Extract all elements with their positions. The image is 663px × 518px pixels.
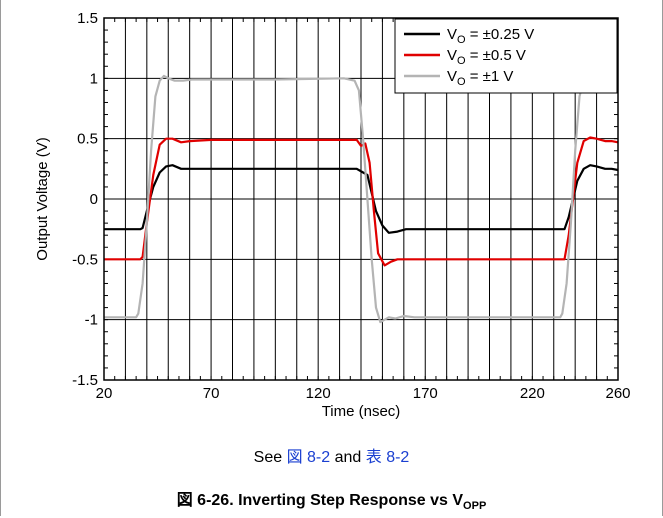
y-tick-label: 0.5 xyxy=(77,131,98,148)
legend-label-1: VO = ±0.25 V xyxy=(447,26,534,46)
y-tick-label: -0.5 xyxy=(72,251,98,268)
y-tick-label: 0 xyxy=(90,191,98,208)
legend-label-2: VO = ±0.5 V xyxy=(447,47,526,67)
y-axis-label: Output Voltage (V) xyxy=(34,137,51,260)
tick-labels: 20 70 120 170 220 260 -1.5 -1 -0.5 0 0.5 1 1.5 xyxy=(72,10,630,402)
step-response-chart: 20 70 120 170 220 260 -1.5 -1 -0.5 0 0.5 1 1.5 Time … xyxy=(34,10,631,420)
figure-caption: 図 6-26. Inverting Step Response vs VOPP xyxy=(0,486,663,512)
caption-main: 図 6-26. Inverting Step Response vs V xyxy=(176,492,464,509)
legend-label-3: VO = ±1 V xyxy=(447,68,513,88)
x-tick-label: 120 xyxy=(306,385,331,402)
caption-sub: OPP xyxy=(463,500,487,513)
table-8-2-link[interactable]: 表 8-2 xyxy=(365,449,410,466)
x-tick-label: 260 xyxy=(605,385,630,402)
x-tick-label: 220 xyxy=(520,385,545,402)
series-line-2 xyxy=(104,136,619,267)
figure-8-2-link[interactable]: 図 8-2 xyxy=(286,449,331,466)
note-prefix: See xyxy=(253,449,287,466)
y-tick-label: -1.5 xyxy=(72,372,98,389)
y-tick-label: 1 xyxy=(90,70,98,87)
x-tick-label: 20 xyxy=(96,385,113,402)
series-line-3 xyxy=(104,74,618,324)
see-references-note: See 図 8-2 and 表 8-2 xyxy=(0,443,663,467)
note-middle: and xyxy=(330,449,366,466)
series-lines xyxy=(104,74,619,324)
series-line-1 xyxy=(104,164,619,234)
y-tick-label: 1.5 xyxy=(77,10,98,27)
y-tick-label: -1 xyxy=(85,312,98,329)
x-tick-label: 170 xyxy=(413,385,438,402)
x-axis-label: Time (nsec) xyxy=(322,403,401,420)
plot-border xyxy=(103,17,619,381)
legend: VO = ±0.25 VVO = ±0.5 VVO = ±1 V xyxy=(394,18,618,94)
x-tick-label: 70 xyxy=(203,385,220,402)
